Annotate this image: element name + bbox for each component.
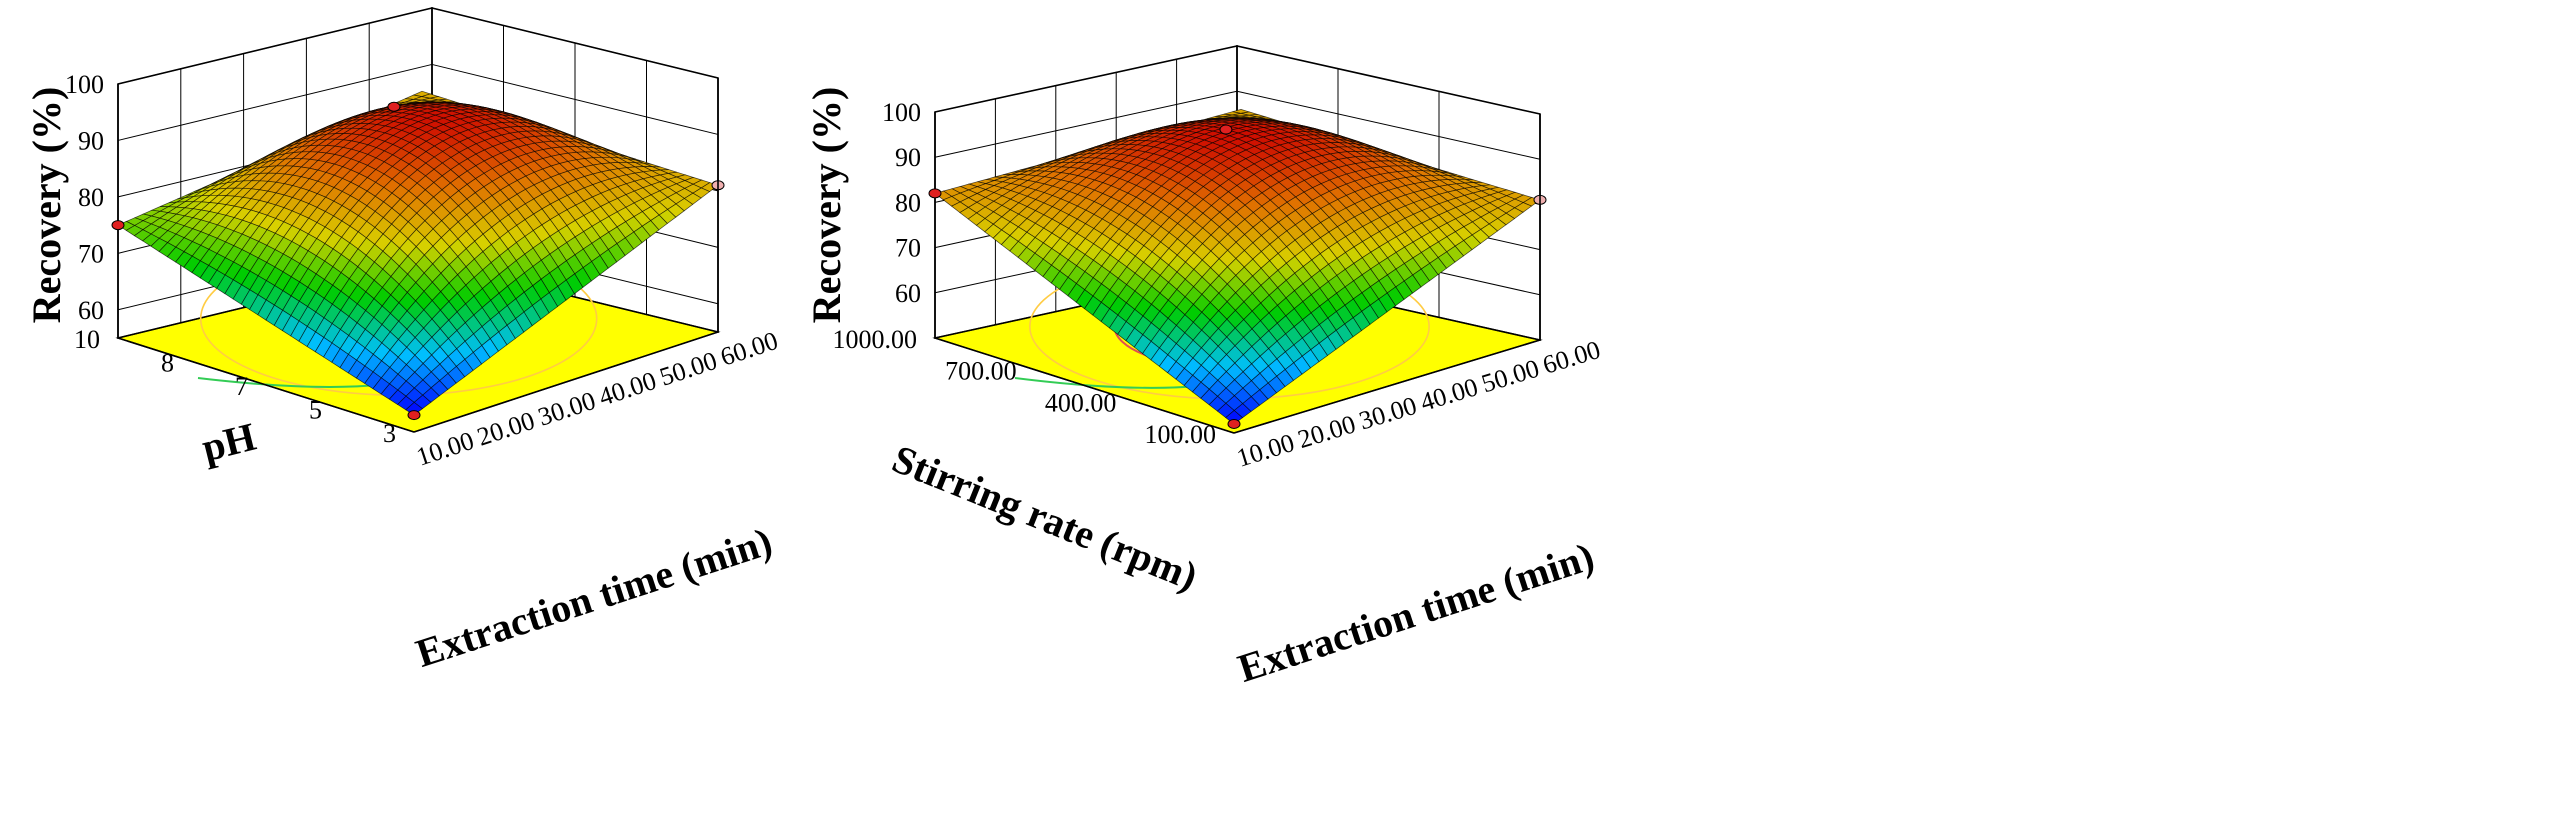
z-tick-label: 80 (78, 183, 104, 212)
z-tick-label: 100 (65, 70, 104, 99)
x-tick-label: 20.00 (1295, 409, 1359, 454)
y-tick-label: 5 (309, 396, 322, 425)
design-point-marker (928, 188, 942, 199)
design-point-marker (1227, 418, 1241, 429)
z-tick-label: 70 (895, 234, 921, 263)
z-tick-label: 90 (78, 126, 104, 155)
design-point-marker (387, 101, 401, 112)
y-tick-label: 8 (161, 349, 174, 378)
x-tick-label: 10.00 (413, 426, 478, 472)
surface-plot-right: 60 70 80 90 100 100.00 400.00 700.00 1000.00 10.0… (804, 45, 1604, 691)
x-tick-label: 30.00 (534, 386, 599, 432)
x-tick-label: 30.00 (1356, 391, 1420, 436)
z-tick-label: 70 (78, 239, 104, 268)
response-surface (117, 90, 719, 416)
x-tick-label: 10.00 (1233, 428, 1297, 473)
design-point-marker (407, 410, 421, 421)
surface-plot-left: 60 70 80 90 100 3 5 7 8 10 10.0020.0030.0040.0050.… (24, 6, 782, 676)
y-tick-label: 700.00 (945, 357, 1017, 386)
design-point-marker (1219, 124, 1233, 135)
x-tick-label: 50.00 (656, 346, 721, 392)
y-tick-label: 100.00 (1145, 420, 1217, 449)
x-axis-label: Extraction time (min) (1232, 533, 1599, 690)
x-tick-label: 50.00 (1478, 354, 1542, 399)
y-tick-label: 10 (74, 325, 100, 354)
z-tick-label: 90 (895, 143, 921, 172)
x-tick-label: 60.00 (1539, 335, 1603, 380)
x-tick-label: 20.00 (474, 406, 539, 452)
x-tick-label: 60.00 (717, 326, 782, 372)
z-tick-label: 80 (895, 188, 921, 217)
z-tick-label: 60 (895, 279, 921, 308)
y-tick-label: 1000.00 (833, 325, 918, 354)
response-surface (934, 109, 1541, 425)
z-axis-label: Recovery (%) (24, 87, 69, 324)
y-axis-label: pH (197, 414, 260, 471)
y-tick-label: 3 (383, 419, 396, 448)
x-tick-label: 40.00 (1417, 372, 1481, 417)
y-axis-label: Stirring rate (rpm) (886, 436, 1204, 599)
design-point-marker (111, 220, 125, 231)
x-tick-label: 40.00 (595, 366, 660, 412)
x-axis-label: Extraction time (min) (410, 518, 777, 675)
z-tick-label: 60 (78, 296, 104, 325)
y-tick-label: 7 (235, 372, 248, 401)
y-tick-label: 400.00 (1045, 388, 1117, 417)
z-tick-label: 100 (882, 98, 921, 127)
z-axis-label: Recovery (%) (804, 87, 849, 324)
